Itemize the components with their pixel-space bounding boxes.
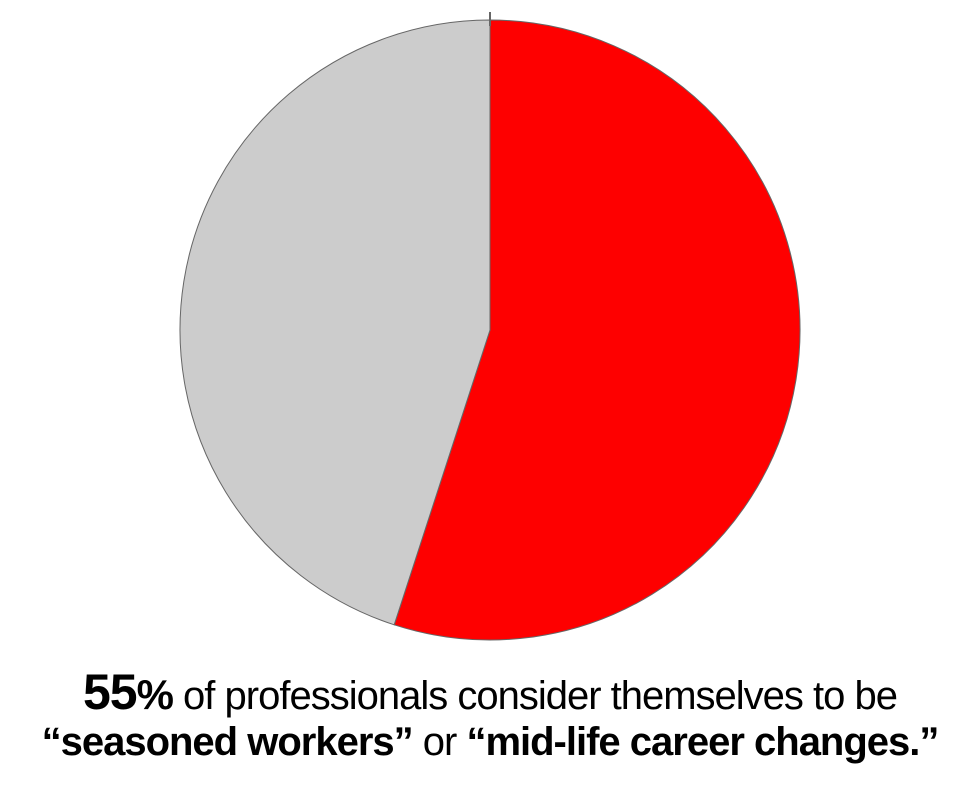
percent-number: 55 <box>83 664 137 720</box>
caption-text: 55% of professionals consider themselves… <box>12 664 969 765</box>
caption-bold-2: “mid-life career changes.” <box>466 720 938 764</box>
percent-symbol: % <box>137 671 173 718</box>
infographic-container: 55% of professionals consider themselves… <box>0 0 980 794</box>
pie-chart-area <box>0 0 980 660</box>
pie-chart <box>0 0 980 660</box>
caption-mid: or <box>413 720 467 764</box>
caption-line1: of professionals consider themselves to … <box>173 674 897 718</box>
caption-bold-1: “seasoned workers” <box>42 720 413 764</box>
